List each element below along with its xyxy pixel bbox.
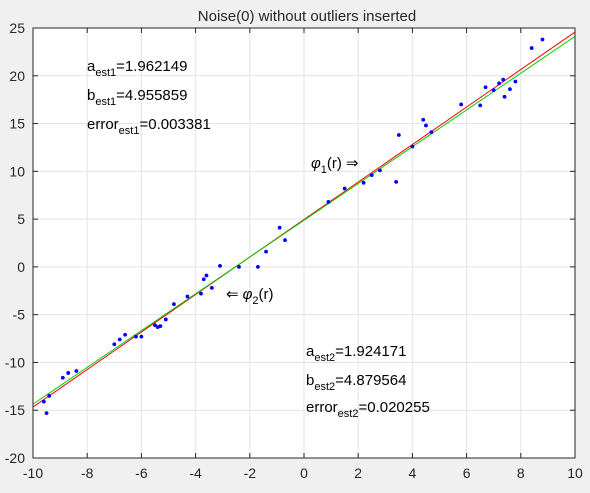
y-tick-label: -15: [5, 402, 25, 418]
est1-a-label: aest1=1.962149: [87, 58, 187, 79]
data-point: [237, 264, 241, 269]
y-tick-label: 5: [17, 211, 25, 227]
y-tick-label: 10: [9, 163, 25, 179]
phi1-label: φ1(r) ⇒: [311, 155, 359, 176]
y-tick-label: 15: [9, 116, 25, 132]
data-point: [410, 144, 415, 149]
data-point: [483, 85, 488, 90]
est2-annotation: aest2=1.924171 best2=4.879564 errorest2=…: [306, 343, 430, 420]
data-point: [47, 393, 52, 398]
data-point: [112, 342, 117, 347]
est1-annotation: aest1=1.962149 best1=4.955859 errorest1=…: [87, 58, 211, 137]
est2-a-label: aest2=1.924171: [306, 343, 406, 364]
data-point: [369, 173, 374, 178]
x-tick-label: -2: [244, 465, 257, 481]
x-tick-label: -10: [23, 465, 43, 481]
data-point: [66, 371, 71, 375]
data-point: [44, 411, 49, 415]
data-point: [172, 302, 176, 307]
data-point: [201, 277, 206, 282]
fit-lines: [32, 31, 576, 408]
x-tick-label: 0: [300, 465, 308, 481]
data-point: [153, 323, 157, 328]
data-point: [60, 375, 65, 380]
data-point: [513, 79, 518, 84]
fit-line: [32, 35, 576, 405]
data-point: [158, 324, 163, 329]
data-point: [199, 291, 203, 296]
x-tick-label: 10: [567, 465, 583, 481]
data-point: [529, 46, 534, 50]
data-point: [429, 130, 434, 135]
fit-line: [32, 31, 576, 408]
data-point: [218, 264, 222, 268]
phi2-label: ⇐ φ2(r): [226, 286, 274, 307]
x-tick-label: 6: [463, 465, 471, 481]
y-tick-label: 20: [9, 68, 25, 84]
y-tick-label: 25: [9, 20, 25, 36]
x-tick-label: -8: [81, 465, 94, 481]
data-point: [394, 179, 399, 184]
data-point: [421, 117, 426, 122]
data-point: [139, 334, 144, 339]
x-tick-label: 4: [409, 465, 417, 481]
data-point: [497, 81, 502, 86]
x-tick-label: 8: [517, 465, 525, 481]
data-point: [459, 102, 464, 107]
data-point: [256, 264, 260, 269]
data-points: [41, 37, 545, 415]
data-point: [264, 249, 268, 254]
data-point: [396, 133, 401, 137]
data-point: [204, 273, 209, 278]
data-point: [377, 168, 382, 173]
data-point: [41, 399, 46, 404]
data-point: [117, 337, 122, 342]
data-point: [424, 123, 428, 128]
y-tick-label: -20: [5, 450, 25, 466]
data-point: [185, 294, 190, 299]
chart-title: Noise(0) without outliers inserted: [198, 8, 416, 25]
data-point: [209, 286, 214, 290]
data-point: [342, 186, 347, 191]
data-point: [502, 94, 507, 99]
data-point: [134, 334, 138, 339]
x-tick-label: -4: [189, 465, 202, 481]
data-point: [501, 77, 506, 82]
data-point: [326, 200, 331, 204]
ticks: [32, 27, 576, 459]
x-tick-label: -6: [135, 465, 148, 481]
data-point: [478, 103, 483, 108]
y-tick-label: 0: [17, 259, 25, 275]
data-point: [74, 369, 79, 373]
data-point: [540, 37, 545, 42]
est1-error-label: errorest1=0.003381: [87, 116, 211, 137]
x-tick-labels: -10 -8 -6 -4 -2 0 2 4 6 8 10: [23, 465, 583, 481]
y-tick-labels: -20 -15 -10 -5 0 5 10 15 20 25: [5, 20, 25, 466]
est2-b-label: best2=4.879564: [306, 372, 406, 393]
x-tick-label: 2: [354, 465, 362, 481]
data-point: [491, 88, 496, 93]
y-tick-label: -10: [5, 354, 25, 370]
data-point: [163, 317, 168, 322]
est2-error-label: errorest2=0.020255: [306, 399, 430, 420]
data-point: [508, 87, 512, 92]
data-point: [361, 180, 366, 185]
data-point: [123, 332, 128, 337]
y-tick-label: -5: [13, 307, 26, 323]
data-point: [277, 225, 282, 230]
est1-b-label: best1=4.955859: [87, 87, 187, 108]
data-point: [283, 238, 287, 243]
